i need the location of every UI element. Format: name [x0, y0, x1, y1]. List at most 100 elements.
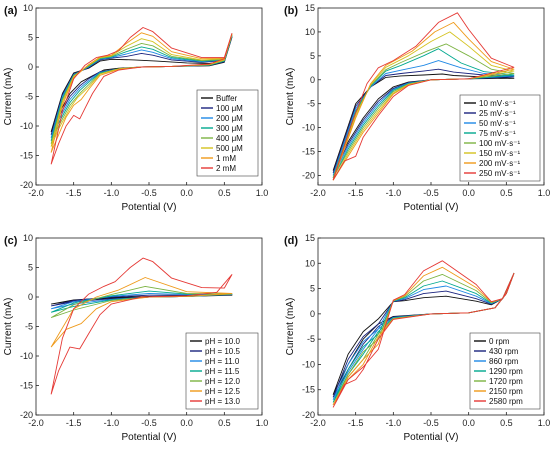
- x-tick-label: 0.0: [180, 418, 193, 428]
- y-tick-label: 10: [305, 258, 315, 268]
- legend-entry: 400 μM: [216, 134, 243, 143]
- y-tick-label: -5: [307, 99, 315, 109]
- legend-entry: Buffer: [216, 94, 238, 103]
- legend-box: [196, 89, 259, 177]
- legend-entry: 25 mV·s⁻¹: [479, 109, 516, 118]
- y-tick-label: -15: [20, 381, 33, 391]
- y-tick-label: 0: [28, 292, 33, 302]
- y-tick-label: -10: [302, 123, 315, 133]
- series-line-6: [332, 31, 515, 181]
- y-tick-label: -5: [25, 92, 33, 102]
- x-tick-label: 0.5: [218, 418, 231, 428]
- legend-entry: 200 μM: [216, 114, 243, 123]
- legend-entry: pH = 12.0: [205, 377, 240, 386]
- x-tick-label: 0.0: [462, 188, 475, 198]
- y-tick-label: 5: [28, 263, 33, 273]
- legend-entry: 2580 rpm: [489, 397, 523, 406]
- legend-entry: 1720 rpm: [489, 377, 523, 386]
- legend-entry: 0 rpm: [489, 337, 510, 346]
- legend-entry: 50 mV·s⁻¹: [479, 119, 516, 128]
- x-tick-label: 0.5: [500, 188, 513, 198]
- x-tick-label: 0.5: [218, 188, 231, 198]
- panel-label: (d): [284, 235, 298, 247]
- legend-entry: pH = 10.0: [205, 337, 240, 346]
- series-line-8: [332, 12, 515, 181]
- x-tick-label: -1.5: [348, 188, 364, 198]
- legend-entry: 250 mV·s⁻¹: [479, 169, 520, 178]
- legend-box: [459, 94, 541, 182]
- y-axis-label: Current (mA): [3, 68, 14, 126]
- y-tick-label: 0: [310, 309, 315, 319]
- y-tick-label: 15: [305, 3, 315, 13]
- x-tick-label: 0.5: [500, 418, 513, 428]
- y-axis-label: Current (mA): [3, 298, 14, 356]
- y-tick-label: -15: [302, 147, 315, 157]
- x-tick-label: -1.5: [66, 188, 82, 198]
- x-axis-label: Potential (V): [121, 432, 176, 443]
- x-axis-label: Potential (V): [121, 202, 176, 213]
- chart-panel-4: -2.0 -1.5 -1.0 -0.5 0.0 0.5 1.0 -20 -15 -10 -5 0 5 10…: [284, 233, 550, 443]
- legend-entry: 100 μM: [216, 104, 243, 113]
- legend-entry: pH = 13.0: [205, 397, 240, 406]
- y-tick-label: -10: [20, 121, 33, 131]
- legend-entry: 2150 rpm: [489, 387, 523, 396]
- legend-entry: 2 mM: [216, 164, 236, 173]
- legend-entry: 430 rpm: [489, 347, 519, 356]
- x-tick-label: -1.0: [386, 188, 402, 198]
- legend-entry: pH = 11.0: [205, 357, 240, 366]
- x-tick-label: 1.0: [538, 188, 550, 198]
- y-tick-label: 5: [28, 33, 33, 43]
- x-tick-label: 0.0: [180, 188, 193, 198]
- series-line-7: [50, 257, 233, 395]
- chart-panel-2: -2.0 -1.5 -1.0 -0.5 0.0 0.5 1.0 -20 -15 -10 -5 0 5 10…: [284, 3, 550, 213]
- y-axis-label: Current (mA): [285, 68, 296, 126]
- chart-panel-1: -2.0 -1.5 -1.0 -0.5 0.0 0.5 1.0 -20 -15 -10 -5 0 5 10…: [3, 3, 268, 213]
- x-tick-label: 1.0: [256, 418, 269, 428]
- x-tick-label: -2.0: [310, 418, 326, 428]
- legend-entry: pH = 11.5: [205, 367, 240, 376]
- series-line-7: [332, 260, 515, 408]
- y-tick-label: -10: [302, 359, 315, 369]
- x-tick-label: -2.0: [28, 188, 44, 198]
- x-tick-label: 1.0: [256, 188, 269, 198]
- y-tick-label: -15: [20, 151, 33, 161]
- x-tick-label: -2.0: [28, 418, 44, 428]
- y-tick-label: 15: [305, 233, 315, 243]
- y-tick-label: -20: [20, 180, 33, 190]
- panel-label: (a): [4, 5, 18, 17]
- panel-label: (b): [284, 5, 298, 17]
- y-tick-label: 0: [28, 62, 33, 72]
- y-tick-label: -20: [20, 410, 33, 420]
- x-tick-label: -2.0: [310, 188, 326, 198]
- y-tick-label: -5: [307, 334, 315, 344]
- y-tick-label: -20: [302, 410, 315, 420]
- x-tick-label: 1.0: [538, 418, 550, 428]
- series-line-3: [332, 60, 515, 176]
- legend-entry: pH = 10.5: [205, 347, 240, 356]
- legend-entry: 300 μM: [216, 124, 243, 133]
- legend-entry: 1 mM: [216, 154, 236, 163]
- x-tick-label: -1.0: [386, 418, 402, 428]
- legend-entry: 100 mV·s⁻¹: [479, 139, 520, 148]
- x-tick-label: -1.0: [104, 418, 120, 428]
- legend-entry: 200 mV·s⁻¹: [479, 159, 520, 168]
- x-tick-label: -1.0: [104, 188, 120, 198]
- y-tick-label: 0: [310, 75, 315, 85]
- legend-entry: 1290 rpm: [489, 367, 523, 376]
- legend-entry: 10 mV·s⁻¹: [479, 99, 516, 108]
- series-line-8: [50, 27, 233, 165]
- legend-entry: pH = 12.5: [205, 387, 240, 396]
- y-tick-label: 10: [23, 233, 33, 243]
- y-tick-label: -10: [20, 351, 33, 361]
- series-line-7: [332, 21, 515, 181]
- y-tick-label: 10: [305, 27, 315, 37]
- x-tick-label: -1.5: [348, 418, 364, 428]
- legend-entry: 860 rpm: [489, 357, 519, 366]
- y-tick-label: 10: [23, 3, 33, 13]
- y-tick-label: -15: [302, 385, 315, 395]
- legend-entry: 500 μM: [216, 144, 243, 153]
- y-tick-label: -20: [302, 170, 315, 180]
- x-tick-label: -0.5: [423, 188, 439, 198]
- x-axis-label: Potential (V): [403, 202, 458, 213]
